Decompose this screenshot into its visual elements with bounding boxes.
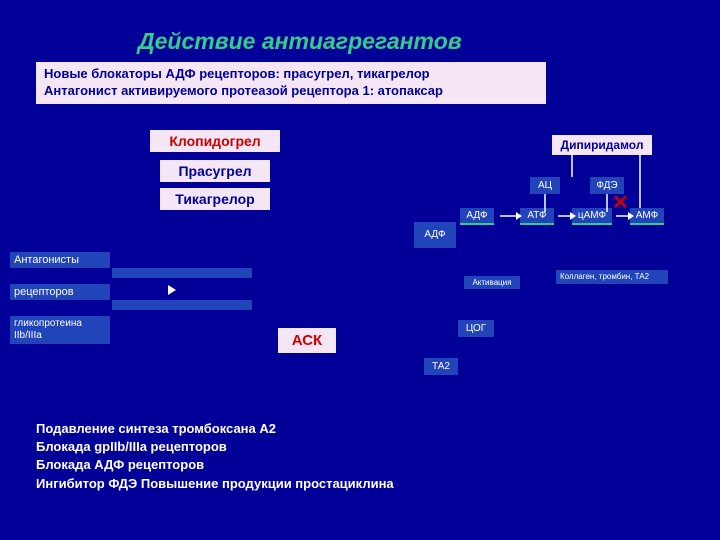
drug-dipyridamole: Дипиридамол [552,135,652,155]
node-adp: АДФ [460,208,494,225]
node-ta2: ТА2 [424,358,458,375]
bottom-line-3: Блокада АДФ рецепторов [36,456,394,474]
drug-prasugrel: Прасугрел [160,160,270,182]
bar-2 [112,300,252,310]
page-title: Действие антиагрегантов [138,28,462,55]
node-amp: АМФ [630,208,664,225]
antagonist-label-3: гликопротеина IIb/IIIa [10,316,110,344]
drug-ticagrelor: Тикагрелор [160,188,270,210]
node-camp: цАМФ [572,208,612,225]
info-line2: Антагонист активируемого протеазой рецеп… [44,83,538,100]
bottom-summary: Подавление синтеза тромбоксана А2 Блокад… [36,420,394,493]
info-box: Новые блокаторы АДФ рецепторов: прасугре… [36,62,546,104]
node-collagen: Коллаген, тромбин, ТА2 [556,270,668,284]
node-activation: Активация [464,276,520,289]
bottom-line-4: Ингибитор ФДЭ Повышение продукции проста… [36,475,394,493]
node-adf-big: АДФ [414,222,456,248]
bottom-line-2: Блокада gpIIb/IIIa рецепторов [36,438,394,456]
info-line1: Новые блокаторы АДФ рецепторов: прасугре… [44,66,538,83]
bar-1 [112,268,252,278]
inhibit-cross-icon: ✕ [612,190,629,215]
antagonist-label-2: рецепторов [10,284,110,300]
bar-arrow-icon [168,285,176,295]
ask-box: АСК [278,328,336,353]
drug-clopidogrel: Клопидогрел [150,130,280,152]
bottom-line-1: Подавление синтеза тромбоксана А2 [36,420,394,438]
node-cog: ЦОГ [458,320,494,337]
node-atp: АТФ [520,208,554,225]
antagonist-label-1: Антагонисты [10,252,110,268]
node-ac: АЦ [530,177,560,194]
